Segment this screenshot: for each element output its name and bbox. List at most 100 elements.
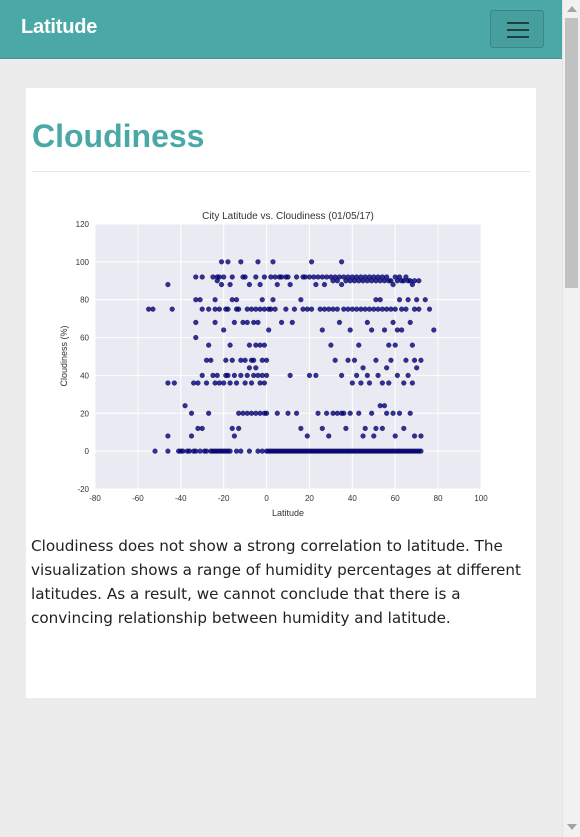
- scatter-point: [272, 306, 278, 312]
- scatter-point: [356, 410, 362, 416]
- scatter-point: [208, 357, 214, 363]
- scatter-point: [150, 306, 156, 312]
- scatter-point: [334, 278, 340, 284]
- scatter-point: [186, 448, 192, 454]
- scatter-point: [203, 380, 210, 386]
- scatter-point: [210, 372, 216, 378]
- scatter-point: [411, 357, 418, 363]
- scatter-point: [229, 357, 235, 363]
- scatter-point: [403, 274, 409, 280]
- scatter-point: [266, 327, 272, 333]
- page-title: Cloudiness: [32, 118, 205, 154]
- navbar-brand[interactable]: Latitude: [21, 16, 98, 38]
- scatter-point: [386, 342, 392, 348]
- axis-ticks: -80 -60 -40 -20 0 20 40 60 80 100 -20 0 20 40 60 80 100 1…: [76, 220, 489, 503]
- scatter-point: [409, 282, 415, 288]
- scroll-down-arrow-icon[interactable]: [567, 824, 577, 830]
- scatter-point: [255, 319, 261, 325]
- scatter-point: [264, 372, 270, 378]
- scatter-point: [197, 297, 203, 303]
- scatter-point: [216, 380, 222, 386]
- scatter-point: [394, 372, 400, 378]
- scatter-point: [255, 372, 261, 378]
- scatter-point: [300, 306, 306, 312]
- x-tick-label: -80: [89, 494, 101, 503]
- scatter-point: [326, 306, 332, 312]
- scatter-point: [394, 327, 400, 333]
- scatter-point: [251, 372, 257, 378]
- scatter-point: [238, 448, 244, 454]
- scatter-point: [330, 306, 336, 312]
- scatter-point: [358, 380, 364, 386]
- scatter-point: [231, 433, 237, 439]
- x-tick-label: 100: [474, 494, 488, 503]
- vertical-scrollbar[interactable]: [562, 0, 580, 837]
- scatter-point: [257, 342, 263, 348]
- hamburger-line: [507, 29, 529, 31]
- scatter-point: [248, 410, 255, 416]
- scatter-point: [339, 282, 345, 288]
- scatter-point: [180, 448, 186, 454]
- y-tick-label: 0: [85, 447, 90, 456]
- scatter-point: [268, 274, 274, 280]
- scatter-point: [396, 410, 403, 416]
- scatter-point: [242, 357, 248, 363]
- scatter-point: [362, 306, 368, 312]
- scatter-point: [193, 319, 199, 325]
- scatter-point: [360, 433, 366, 439]
- scatter-point: [261, 306, 267, 312]
- x-tick-label: 60: [391, 494, 400, 503]
- scatter-point: [418, 357, 424, 363]
- scatter-point: [324, 274, 330, 280]
- x-tick-label: -20: [218, 494, 230, 503]
- scatter-point: [381, 403, 388, 409]
- scatter-point: [384, 365, 390, 371]
- scatter-point: [212, 306, 218, 312]
- scatter-point: [236, 306, 242, 312]
- scatter-point: [324, 410, 330, 416]
- scatter-point: [259, 448, 265, 454]
- scatter-point: [373, 297, 379, 303]
- scrollbar-thumb[interactable]: [565, 18, 578, 288]
- scatter-point: [354, 372, 360, 378]
- scatter-point: [206, 410, 212, 416]
- scatter-point: [358, 306, 364, 312]
- x-tick-label: 20: [305, 494, 314, 503]
- navbar-toggle-button[interactable]: [490, 10, 544, 48]
- scatter-point: [309, 259, 315, 265]
- scatter-point: [253, 274, 259, 280]
- scatter-point: [227, 380, 233, 386]
- scatter-point: [362, 425, 368, 431]
- scatter-point: [233, 297, 240, 303]
- hamburger-line: [507, 36, 529, 38]
- scatter-point: [193, 448, 199, 454]
- content-card: Cloudiness -80 -60 -40 -20 0 20 40 60 80 100 -20 0 2…: [26, 88, 536, 698]
- scatter-point: [371, 306, 377, 312]
- scatter-point: [171, 380, 177, 386]
- scroll-up-arrow-icon[interactable]: [567, 6, 577, 12]
- scatter-point: [270, 297, 276, 303]
- scatter-point: [285, 410, 291, 416]
- scatter-point: [246, 448, 252, 454]
- scatter-point: [242, 274, 248, 280]
- scatter-point: [414, 297, 420, 303]
- scatter-point: [206, 306, 212, 312]
- scatter-point: [248, 306, 255, 312]
- scatter-point: [384, 410, 390, 416]
- scatter-point: [225, 306, 231, 312]
- scatter-point: [221, 380, 227, 386]
- scatter-point: [257, 306, 263, 312]
- scatter-point: [414, 365, 420, 371]
- scatter-point: [339, 372, 345, 378]
- scatter-point: [411, 433, 418, 439]
- hamburger-menu-icon: [507, 22, 529, 24]
- scatter-point: [261, 380, 267, 386]
- scatter-point: [409, 342, 415, 348]
- scatter-point: [165, 433, 171, 439]
- scatter-point: [330, 410, 336, 416]
- scatter-point: [146, 306, 152, 312]
- scatter-point: [298, 425, 304, 431]
- scatter-point: [257, 282, 263, 288]
- scatter-point: [287, 372, 293, 378]
- scatter-point: [321, 282, 328, 288]
